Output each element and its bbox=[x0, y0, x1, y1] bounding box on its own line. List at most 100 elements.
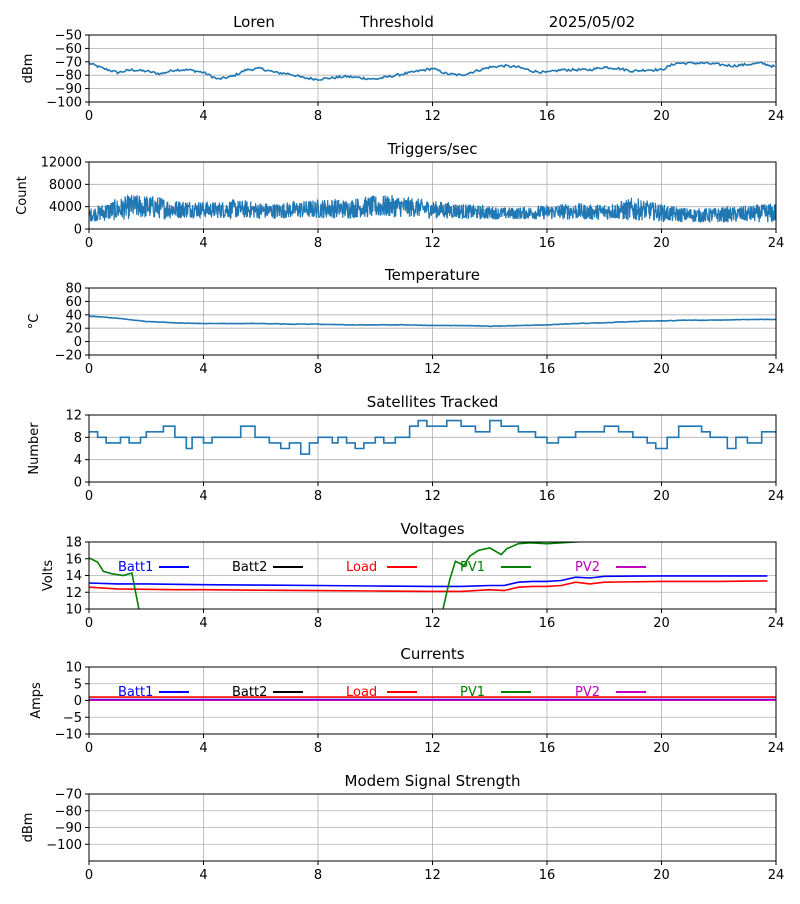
x-tick-label: 8 bbox=[314, 236, 322, 251]
y-tick-label: 14 bbox=[65, 569, 82, 584]
y-tick-label: −60 bbox=[55, 42, 82, 57]
x-tick-label: 24 bbox=[768, 362, 785, 377]
x-tick-label: 24 bbox=[768, 616, 785, 631]
x-tick-label: 0 bbox=[85, 868, 93, 883]
x-tick-label: 4 bbox=[199, 868, 207, 883]
x-tick-label: 24 bbox=[768, 236, 785, 251]
header-mode: Threshold bbox=[359, 13, 434, 31]
x-tick-label: 24 bbox=[768, 109, 785, 124]
y-tick-label: 20 bbox=[65, 322, 82, 337]
y-tick-label: −90 bbox=[55, 82, 82, 97]
x-tick-label: 8 bbox=[314, 868, 322, 883]
x-tick-label: 16 bbox=[539, 489, 556, 504]
y-tick-label: −10 bbox=[55, 728, 82, 743]
y-tick-label: 10 bbox=[65, 603, 82, 618]
x-tick-label: 16 bbox=[539, 868, 556, 883]
y-tick-label: 8 bbox=[74, 431, 82, 446]
x-tick-label: 8 bbox=[314, 109, 322, 124]
y-tick-label: −50 bbox=[55, 29, 82, 44]
y-tick-label: −20 bbox=[55, 349, 82, 364]
x-tick-label: 12 bbox=[424, 741, 441, 756]
y-axis-label: Amps bbox=[29, 682, 44, 719]
legend-label-batt1: Batt1 bbox=[118, 685, 153, 700]
x-tick-label: 4 bbox=[199, 236, 207, 251]
series-group bbox=[89, 194, 776, 224]
x-tick-label: 4 bbox=[199, 741, 207, 756]
y-tick-label: −70 bbox=[55, 55, 82, 70]
series-group bbox=[89, 419, 776, 455]
series-group bbox=[89, 315, 776, 328]
x-tick-label: 0 bbox=[85, 616, 93, 631]
x-tick-label: 20 bbox=[653, 362, 670, 377]
legend-label-batt2: Batt2 bbox=[232, 685, 267, 700]
header-date: 2025/05/02 bbox=[549, 13, 635, 31]
series-line-temperature bbox=[89, 315, 776, 328]
y-axis-label: dBm bbox=[21, 54, 36, 84]
x-tick-label: 20 bbox=[653, 236, 670, 251]
legend-label-pv1: PV1 bbox=[460, 560, 485, 575]
x-tick-label: 0 bbox=[85, 489, 93, 504]
y-tick-label: 0 bbox=[74, 476, 82, 491]
legend-label-pv2: PV2 bbox=[575, 560, 600, 575]
panel-title: Voltages bbox=[400, 520, 464, 538]
panel-title: Triggers/sec bbox=[387, 140, 478, 158]
series-line-satellites bbox=[89, 419, 776, 455]
series-group bbox=[89, 542, 768, 609]
x-tick-label: 4 bbox=[199, 362, 207, 377]
x-tick-label: 12 bbox=[424, 868, 441, 883]
x-tick-label: 24 bbox=[768, 868, 785, 883]
y-tick-label: 40 bbox=[65, 308, 82, 323]
x-tick-label: 12 bbox=[424, 109, 441, 124]
y-tick-label: 4 bbox=[74, 453, 82, 468]
series-line-load bbox=[89, 580, 768, 593]
x-tick-label: 16 bbox=[539, 362, 556, 377]
y-axis-label: Count bbox=[15, 176, 30, 215]
x-tick-label: 12 bbox=[424, 489, 441, 504]
y-axis-label: dBm bbox=[21, 813, 36, 843]
x-tick-label: 8 bbox=[314, 362, 322, 377]
x-tick-label: 20 bbox=[653, 489, 670, 504]
panel-title: Temperature bbox=[384, 266, 480, 284]
x-tick-label: 12 bbox=[424, 236, 441, 251]
x-tick-label: 20 bbox=[653, 868, 670, 883]
y-axis-label: Volts bbox=[41, 560, 56, 592]
x-tick-label: 0 bbox=[85, 362, 93, 377]
x-tick-label: 20 bbox=[653, 741, 670, 756]
y-tick-label: 0 bbox=[74, 223, 82, 238]
y-tick-label: 8000 bbox=[49, 178, 82, 193]
x-tick-label: 16 bbox=[539, 616, 556, 631]
x-tick-label: 12 bbox=[424, 616, 441, 631]
x-tick-label: 4 bbox=[199, 616, 207, 631]
y-tick-label: 0 bbox=[74, 694, 82, 709]
y-axis-label: Number bbox=[27, 422, 42, 475]
y-tick-label: 80 bbox=[65, 282, 82, 297]
x-tick-label: 16 bbox=[539, 236, 556, 251]
x-tick-label: 4 bbox=[199, 489, 207, 504]
series-line-triggers bbox=[89, 194, 776, 224]
y-tick-label: −70 bbox=[55, 788, 82, 803]
panel-satellites: 0 4 8 12 16 20 24 0 4 8 12 Satellites Tracked Number bbox=[27, 393, 784, 504]
y-tick-label: −90 bbox=[55, 821, 82, 836]
y-tick-label: 16 bbox=[65, 552, 82, 567]
x-tick-label: 8 bbox=[314, 616, 322, 631]
x-tick-label: 24 bbox=[768, 741, 785, 756]
panel-triggers: 0 4 8 12 16 20 24 0 4000 8000 12000 Triggers/sec Cou… bbox=[15, 140, 784, 251]
y-tick-label: 12000 bbox=[41, 156, 82, 171]
panel-modem: 0 4 8 12 16 20 24 −100 −90 −80−70 Modem Signal Str… bbox=[21, 772, 784, 883]
y-axis-label: °C bbox=[27, 314, 42, 330]
panel-title: Satellites Tracked bbox=[367, 393, 498, 411]
x-tick-label: 4 bbox=[199, 109, 207, 124]
series-group bbox=[89, 61, 776, 82]
panel-title: Currents bbox=[400, 645, 464, 663]
x-tick-label: 12 bbox=[424, 362, 441, 377]
x-tick-label: 8 bbox=[314, 741, 322, 756]
y-tick-label: 12 bbox=[65, 586, 82, 601]
x-tick-label: 8 bbox=[314, 489, 322, 504]
legend-label-batt1: Batt1 bbox=[118, 560, 153, 575]
